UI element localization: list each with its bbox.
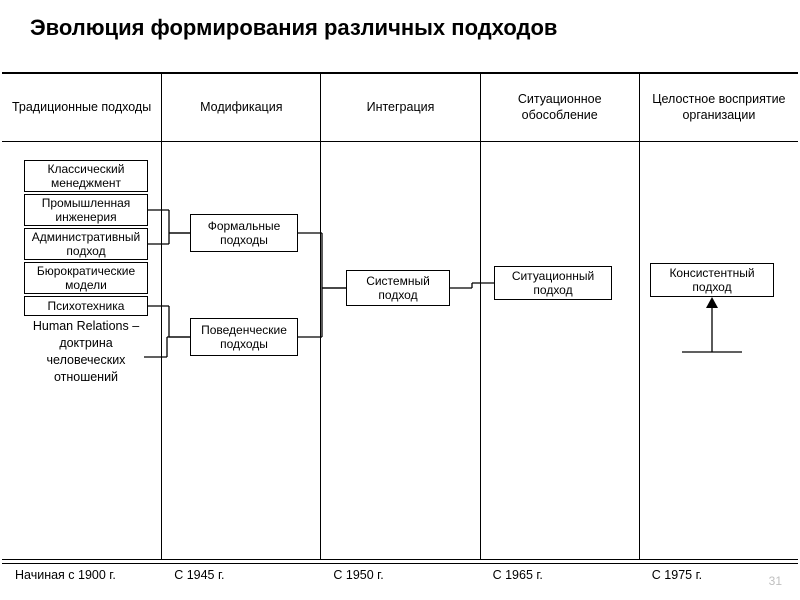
node-n4: Бюрократические модели <box>24 262 148 294</box>
col-header-2: Интеграция <box>321 74 479 142</box>
node-n6: Human Relations – доктрина человеческих … <box>28 318 144 396</box>
node-behave: Поведенческие подходы <box>190 318 298 356</box>
col-footer-2: С 1950 г. <box>320 564 479 586</box>
node-consist: Консистентный подход <box>650 263 774 297</box>
col-footer-1: С 1945 г. <box>161 564 320 586</box>
col-header-0: Традиционные подходы <box>2 74 161 142</box>
col-footer-0: Начиная с 1900 г. <box>2 564 161 586</box>
slide-number: 31 <box>769 574 782 588</box>
col-footer-3: С 1965 г. <box>480 564 639 586</box>
col-header-1: Модификация <box>162 74 320 142</box>
column-grid: Традиционные подходы Модификация Интегра… <box>2 72 798 560</box>
node-formal: Формальные подходы <box>190 214 298 252</box>
page-title: Эволюция формирования различных подходов <box>0 0 800 49</box>
node-n5: Психотехника <box>24 296 148 316</box>
node-situ: Ситуационный подход <box>494 266 612 300</box>
col-header-4: Целостное восприятие организации <box>640 74 798 142</box>
node-n3: Административный подход <box>24 228 148 260</box>
node-system: Системный подход <box>346 270 450 306</box>
node-n2: Промышленная инженерия <box>24 194 148 226</box>
node-n1: Классический менеджмент <box>24 160 148 192</box>
footer-row: Начиная с 1900 г. С 1945 г. С 1950 г. С … <box>2 563 798 586</box>
col-header-3: Ситуационное обособление <box>481 74 639 142</box>
